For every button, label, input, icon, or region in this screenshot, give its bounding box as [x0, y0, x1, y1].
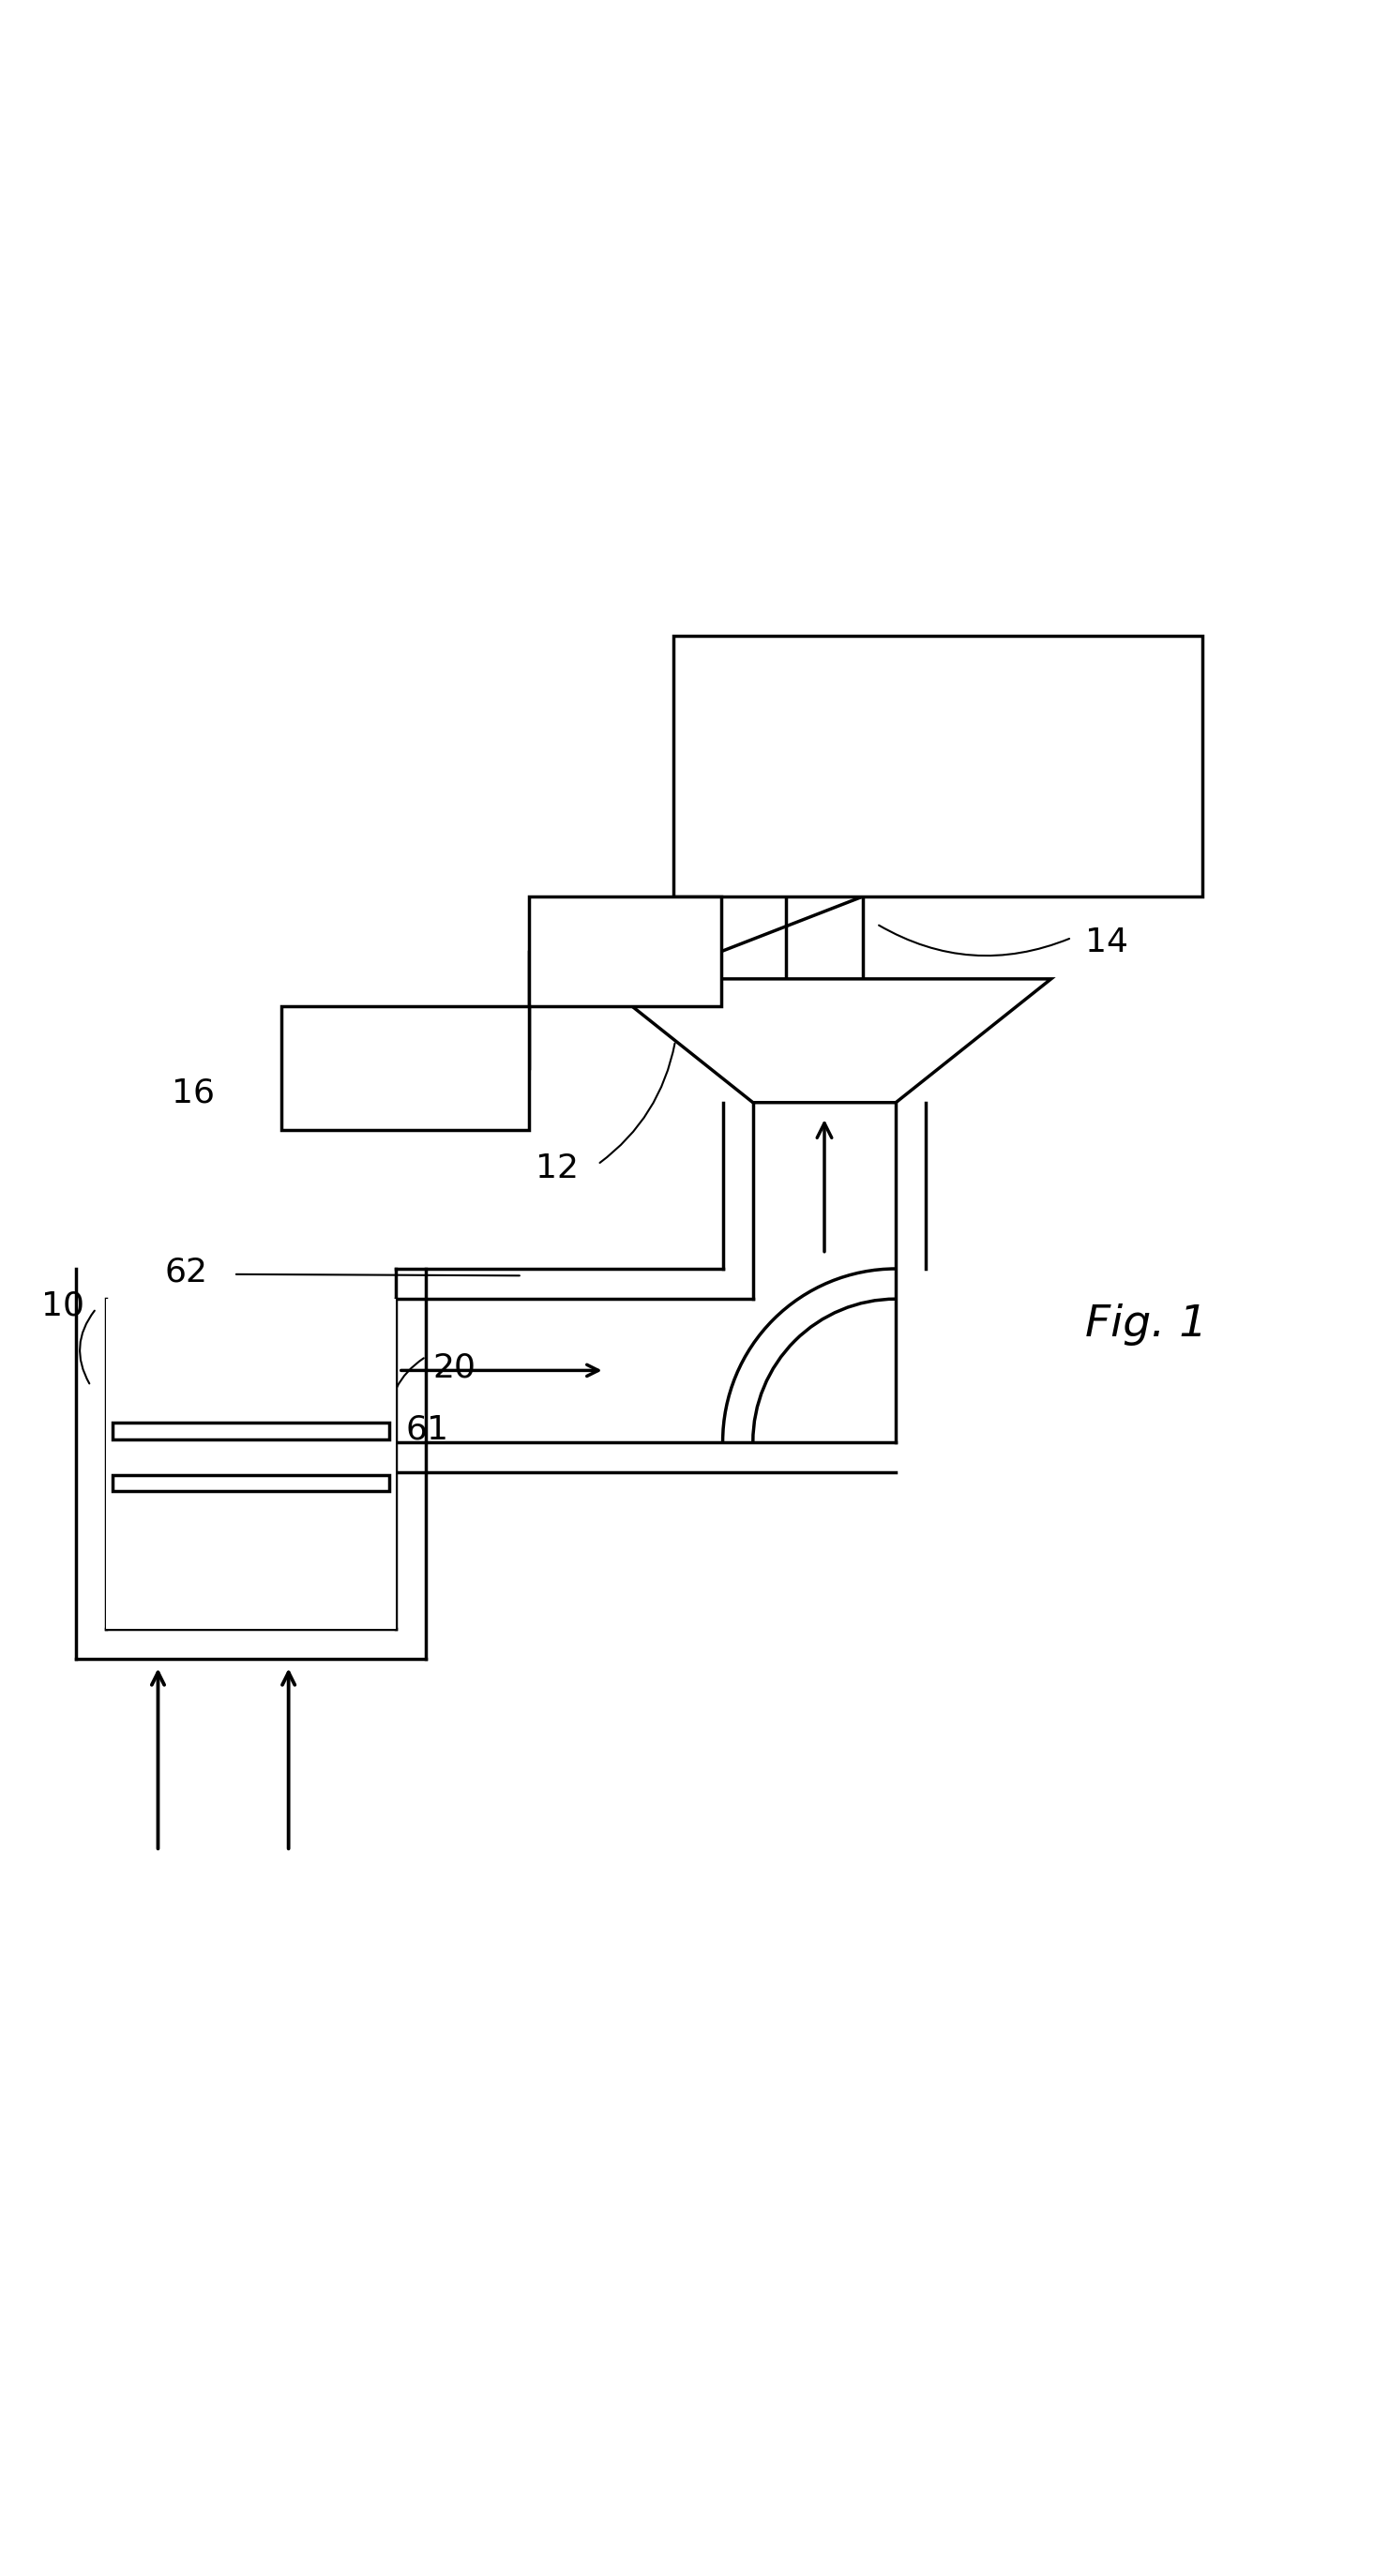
- Bar: [76, 1628, 426, 1659]
- Bar: [396, 1270, 723, 1298]
- Bar: [282, 1007, 529, 1131]
- Bar: [673, 636, 1202, 896]
- Bar: [723, 1103, 753, 1270]
- Text: 16: 16: [172, 1077, 214, 1110]
- Bar: [396, 1298, 896, 1443]
- Text: 12: 12: [536, 1154, 578, 1185]
- Text: Fig. 1: Fig. 1: [1085, 1303, 1208, 1345]
- Text: 14: 14: [1085, 927, 1128, 958]
- Wedge shape: [723, 1270, 896, 1443]
- Polygon shape: [598, 979, 1051, 1103]
- Bar: [396, 1443, 896, 1471]
- Bar: [396, 1270, 426, 1659]
- Bar: [753, 1103, 896, 1443]
- Text: 20: 20: [433, 1352, 475, 1383]
- Text: 62: 62: [165, 1257, 207, 1288]
- Bar: [76, 1270, 106, 1659]
- Text: 10: 10: [41, 1291, 84, 1321]
- Bar: [106, 1298, 396, 1628]
- Bar: [896, 1103, 926, 1443]
- Bar: [113, 1476, 389, 1492]
- Bar: [529, 896, 721, 1007]
- Bar: [113, 1422, 389, 1440]
- Text: 61: 61: [405, 1414, 448, 1445]
- Wedge shape: [753, 1298, 896, 1443]
